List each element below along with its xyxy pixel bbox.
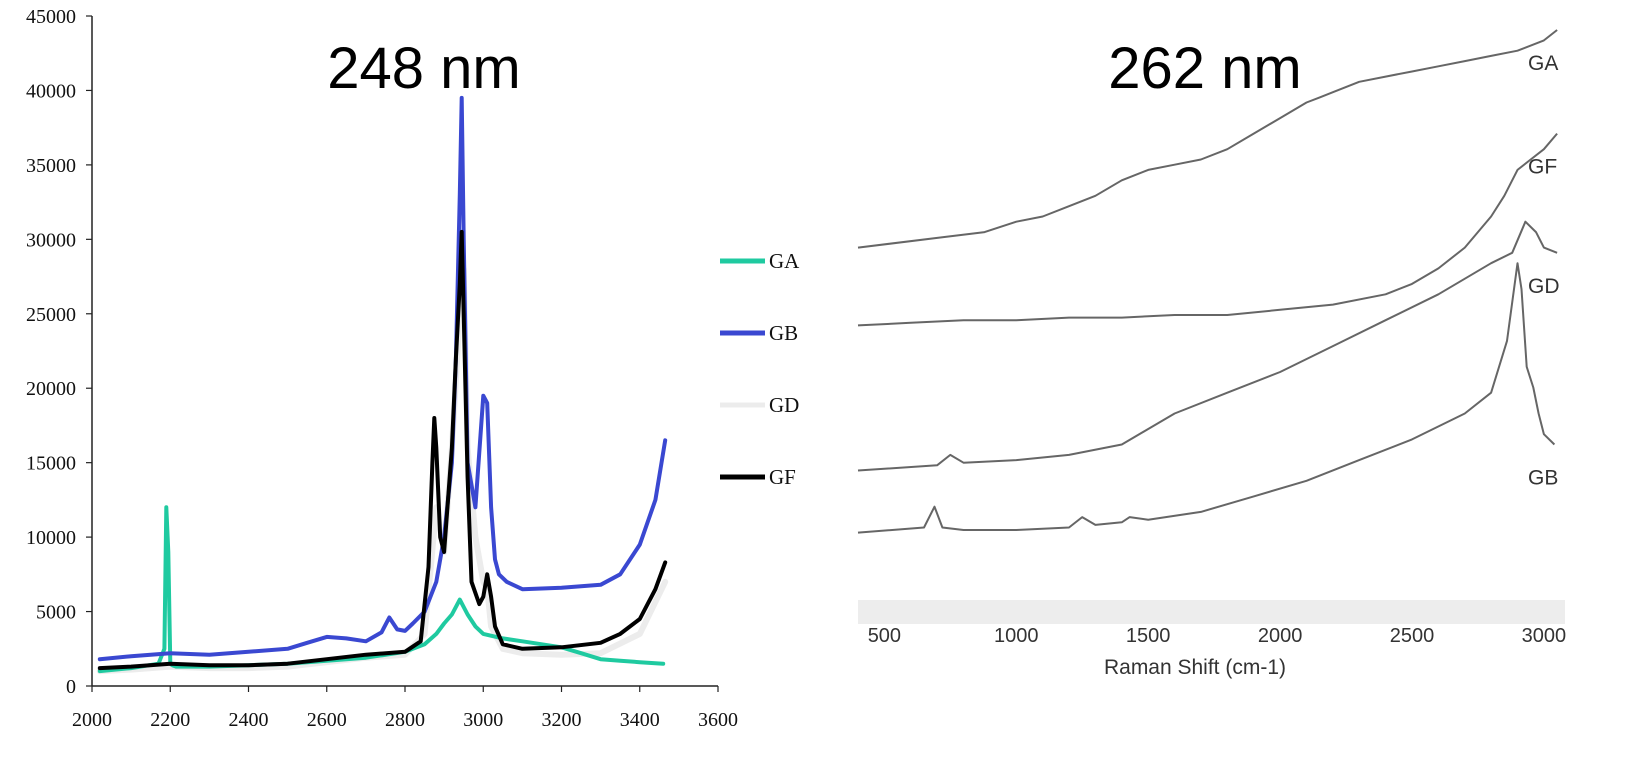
y-tick-label: 5000 [36,602,76,624]
x-tick-label: 2400 [229,709,269,731]
y-tick-label: 25000 [26,304,76,326]
y-tick-label: 20000 [26,378,76,400]
series-label-gd: GD [1528,275,1560,298]
series-label-gf: GF [1528,156,1557,179]
x-tick-label: 2800 [385,709,425,731]
legend-label-ga: GA [769,249,800,273]
x-tick-label: 1500 [1126,625,1171,647]
x-tick-label: 2600 [307,709,347,731]
legend-label-gf: GF [769,465,796,489]
chart-title: 248 nm [327,36,520,101]
x-tick-label: 2000 [1258,625,1303,647]
series-line-gf [857,132,1558,327]
x-tick-label: 3200 [542,709,582,731]
chart-262nm: 500 1000 1500 2000 2500 3000 Raman Shift (cm-1… [857,29,1567,679]
x-tick-label: 3000 [463,709,503,731]
legend-label-gb: GB [769,321,798,345]
x-tick-label: 3400 [620,709,660,731]
series-line-ga [857,29,1558,249]
x-axis-bar [858,600,1565,624]
x-tick-label: 2500 [1390,625,1435,647]
y-tick-label: 0 [66,676,76,698]
series-label-gb: GB [1528,467,1558,490]
y-tick-label: 40000 [26,80,76,102]
y-tick-label: 30000 [26,229,76,251]
x-tick-label: 3000 [1522,625,1567,647]
chart-title: 262 nm [1108,36,1301,101]
series-line-gd [857,220,1558,472]
x-axis-title: Raman Shift (cm-1) [1104,656,1286,679]
y-tick-label: 10000 [26,527,76,549]
series-label-ga: GA [1528,52,1558,75]
x-tick-label: 2000 [72,709,112,731]
x-tick-label: 1000 [994,625,1039,647]
y-tick-label: 15000 [26,453,76,475]
x-tick-label: 2200 [150,709,190,731]
x-tick-label: 500 [868,625,901,647]
series-line-gb [857,262,1556,534]
series-line-gb [97,95,668,662]
y-tick-label: 45000 [26,6,76,28]
series-line-gf [97,229,668,671]
x-tick-label: 3600 [698,709,738,731]
chart-248nm: 0 5000 10000 15000 20000 25000 30000 35000 40000… [26,6,800,731]
series-line-gd [96,266,669,675]
legend-label-gd: GD [769,393,799,417]
y-tick-label: 35000 [26,155,76,177]
